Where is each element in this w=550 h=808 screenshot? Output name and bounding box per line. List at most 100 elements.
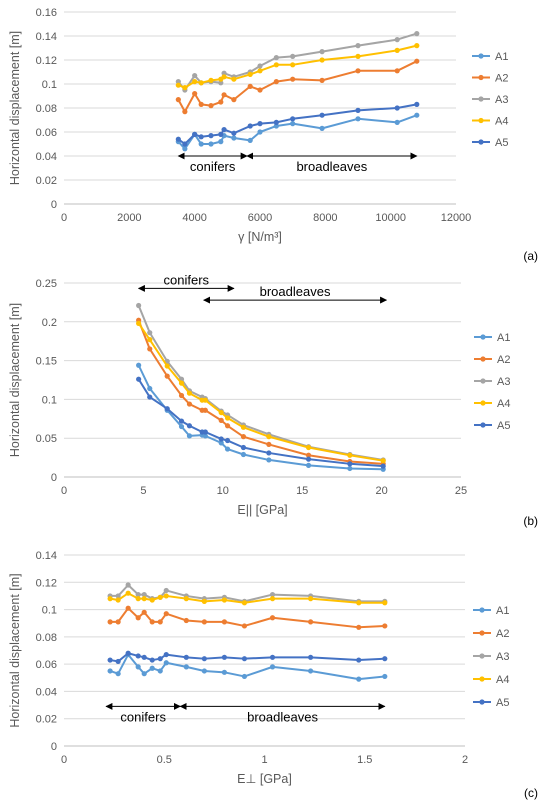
data-point-A4 [157, 594, 163, 600]
data-point-A2 [221, 619, 227, 625]
data-point-A1 [257, 129, 263, 135]
data-point-A2 [221, 92, 227, 98]
legend-label-A1: A1 [496, 605, 509, 617]
range-label-conifers: conifers [120, 709, 166, 724]
legend-marker-A5 [478, 139, 484, 145]
series-line-A3 [177, 32, 418, 91]
y-tick-label: 0.06 [36, 127, 57, 139]
data-point-A5 [178, 418, 185, 424]
data-point-A1 [157, 668, 163, 674]
data-point-A5 [163, 651, 169, 658]
data-point-A1 [182, 146, 188, 152]
x-axis-label: γ [N/m³] [238, 230, 282, 244]
x-tick-label: 10 [217, 485, 229, 497]
legend-marker-A3 [479, 653, 485, 659]
data-point-A4 [224, 415, 231, 421]
data-point-A2 [218, 99, 224, 105]
data-point-A3 [136, 302, 142, 309]
data-point-A5 [266, 450, 272, 456]
legend-marker-A2 [478, 74, 484, 81]
data-point-A5 [201, 656, 207, 662]
data-point-A5 [347, 461, 353, 467]
data-point-A2 [224, 423, 231, 429]
x-tick-label: 8000 [313, 212, 337, 224]
data-point-A2 [266, 441, 272, 448]
data-point-A5 [221, 127, 227, 133]
data-point-A5 [136, 376, 142, 382]
x-axis-label: E|| [GPa] [237, 503, 287, 517]
data-point-A1 [308, 668, 314, 674]
data-point-A5 [380, 463, 386, 469]
data-point-A2 [231, 97, 237, 103]
series-line-A1 [137, 364, 384, 471]
data-point-A4 [183, 596, 189, 602]
data-point-A1 [135, 664, 141, 670]
x-tick-label: 6000 [248, 212, 272, 224]
data-point-A2 [305, 452, 312, 458]
data-point-A5 [394, 105, 400, 111]
data-point-A5 [247, 123, 253, 129]
data-point-A2 [147, 346, 153, 352]
data-point-A4 [182, 85, 188, 91]
x-tick-label: 10000 [375, 212, 406, 224]
x-tick-label: 15 [296, 485, 308, 497]
data-point-A1 [208, 141, 214, 147]
data-point-A4 [201, 598, 207, 604]
data-point-A2 [247, 83, 253, 89]
data-point-A4 [266, 434, 272, 440]
data-point-A5 [269, 654, 276, 660]
x-tick-label: 0 [61, 212, 67, 224]
data-point-A5 [164, 406, 170, 412]
y-tick-label: 0.02 [36, 175, 57, 187]
data-point-A2 [182, 109, 188, 115]
data-point-A4 [356, 600, 362, 606]
legend-marker-A2 [480, 356, 486, 362]
data-point-A3 [147, 330, 153, 336]
x-axis-label: E⊥ [GPa] [237, 772, 292, 786]
y-tick-label: 0.04 [36, 686, 57, 698]
data-point-A4 [257, 68, 263, 74]
data-point-A4 [178, 380, 185, 386]
data-point-A1 [240, 451, 247, 458]
x-tick-label: 0.5 [157, 754, 172, 766]
data-point-A5 [356, 657, 362, 663]
data-point-A1 [269, 664, 276, 670]
data-point-A2 [163, 611, 169, 617]
data-point-A2 [241, 623, 248, 629]
data-point-A5 [221, 654, 227, 660]
data-point-A5 [125, 650, 131, 656]
y-tick-label: 0.1 [42, 79, 57, 91]
legend-label-A2: A2 [497, 354, 510, 366]
data-point-A2 [240, 434, 247, 440]
data-point-A1 [305, 462, 312, 468]
series-line-A2 [177, 60, 418, 113]
series-line-A4 [177, 44, 418, 89]
series-line-A5 [137, 378, 384, 468]
data-point-A1 [347, 465, 353, 472]
data-point-A5 [382, 656, 388, 662]
data-point-A3 [125, 582, 131, 588]
data-point-A5 [182, 141, 188, 147]
series-line-A2 [110, 607, 385, 629]
y-tick-label: 0.08 [36, 103, 57, 115]
data-point-A5 [257, 121, 263, 127]
data-point-A1 [355, 116, 361, 122]
series-line-A3 [110, 584, 385, 603]
data-point-A1 [202, 433, 208, 439]
data-point-A2 [202, 407, 208, 413]
legend-label-A3: A3 [496, 651, 509, 663]
series-line-A2 [137, 319, 384, 465]
x-tick-label: 2000 [117, 212, 141, 224]
data-point-A3 [141, 591, 147, 598]
data-point-A4 [247, 71, 253, 77]
data-point-A4 [107, 596, 113, 602]
y-tick-label: 0.1 [42, 394, 57, 406]
range-label-broadleaves: broadleaves [260, 284, 331, 299]
data-point-A2 [175, 97, 181, 103]
data-point-A5 [241, 656, 248, 662]
data-point-A2 [356, 624, 362, 630]
data-point-A4 [186, 390, 193, 396]
x-tick-label: 0 [61, 485, 67, 497]
data-point-A2 [201, 619, 207, 625]
series-line-A1 [109, 653, 385, 681]
